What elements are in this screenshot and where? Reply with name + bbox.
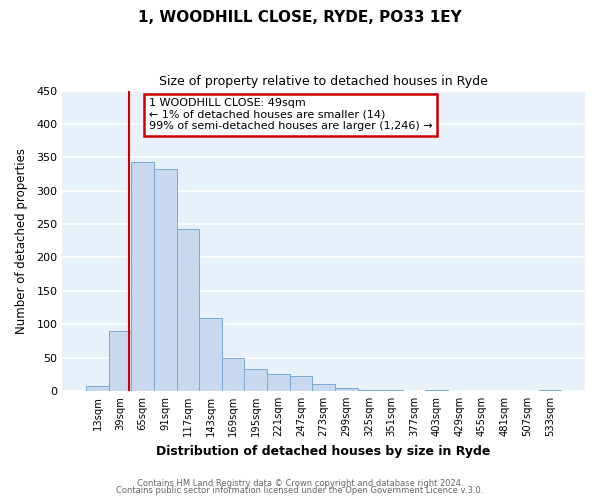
Bar — [109, 331, 131, 391]
Bar — [199, 318, 222, 391]
Bar — [86, 386, 109, 391]
Text: 1, WOODHILL CLOSE, RYDE, PO33 1EY: 1, WOODHILL CLOSE, RYDE, PO33 1EY — [138, 10, 462, 25]
Bar — [358, 390, 380, 391]
Text: Contains public sector information licensed under the Open Government Licence v.: Contains public sector information licen… — [116, 486, 484, 495]
Bar — [539, 390, 561, 391]
Bar — [380, 390, 403, 391]
Bar — [335, 388, 358, 391]
Title: Size of property relative to detached houses in Ryde: Size of property relative to detached ho… — [159, 75, 488, 88]
Bar — [267, 374, 290, 391]
X-axis label: Distribution of detached houses by size in Ryde: Distribution of detached houses by size … — [157, 444, 491, 458]
Bar — [244, 369, 267, 391]
Y-axis label: Number of detached properties: Number of detached properties — [15, 148, 28, 334]
Bar — [176, 230, 199, 391]
Bar — [425, 390, 448, 391]
Text: Contains HM Land Registry data © Crown copyright and database right 2024.: Contains HM Land Registry data © Crown c… — [137, 478, 463, 488]
Bar — [313, 384, 335, 391]
Bar — [290, 376, 313, 391]
Bar — [131, 162, 154, 391]
Bar — [154, 170, 176, 391]
Text: 1 WOODHILL CLOSE: 49sqm
← 1% of detached houses are smaller (14)
99% of semi-det: 1 WOODHILL CLOSE: 49sqm ← 1% of detached… — [149, 98, 432, 132]
Bar — [222, 358, 244, 391]
